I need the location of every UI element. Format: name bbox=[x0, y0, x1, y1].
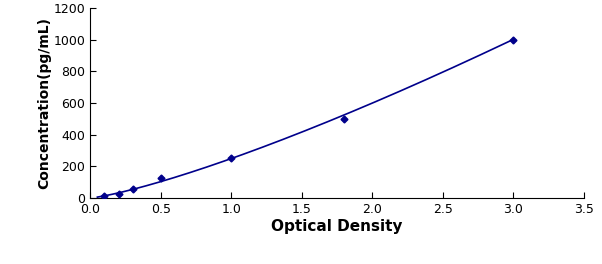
Y-axis label: Concentration(pg/mL): Concentration(pg/mL) bbox=[37, 17, 51, 189]
X-axis label: Optical Density: Optical Density bbox=[272, 219, 403, 234]
